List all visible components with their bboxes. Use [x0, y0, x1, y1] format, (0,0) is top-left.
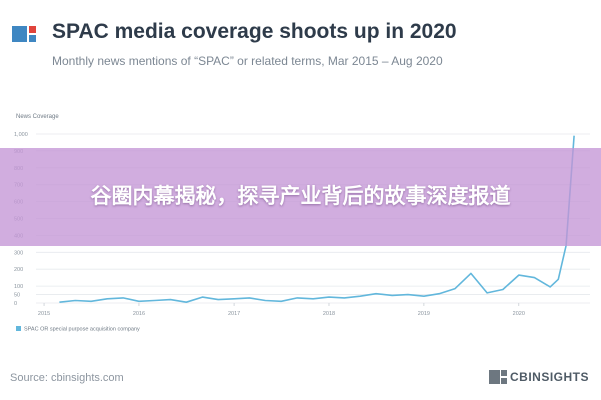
x-tick-label: 2020: [513, 311, 525, 317]
x-tick-label: 2019: [418, 311, 430, 317]
article-banner-overlay: 谷圈内幕揭秘，探寻产业背后的故事深度报道: [0, 148, 601, 246]
chart-title: SPAC media coverage shoots up in 2020: [52, 20, 457, 43]
x-tick-label: 2015: [38, 311, 50, 317]
brand: CBINSIGHTS: [488, 370, 589, 384]
x-tick-label: 2016: [133, 311, 145, 317]
cbinsights-logo-icon: [488, 370, 507, 384]
y-tick-label: 200: [14, 267, 23, 273]
series-line: [59, 135, 575, 304]
chart-header: SPAC media coverage shoots up in 2020 Mo…: [0, 0, 601, 90]
brand-name: CBINSIGHTS: [509, 370, 589, 384]
legend-label: SPAC OR special purpose acquisition comp…: [24, 327, 140, 333]
y-tick-label: 300: [14, 250, 23, 256]
cbinsights-square-logo-icon: [12, 26, 36, 42]
y-tick-label: 100: [14, 284, 23, 290]
article-banner-text: 谷圈内幕揭秘，探寻产业背后的故事深度报道: [90, 185, 511, 208]
legend-swatch: [16, 326, 21, 331]
x-tick-label: 2018: [323, 311, 335, 317]
source-note: Source: cbinsights.com: [10, 372, 124, 384]
x-tick-label: 2017: [228, 311, 240, 317]
chart-subtitle: Monthly news mentions of “SPAC” or relat…: [52, 54, 443, 68]
y-tick-label: 50: [14, 293, 20, 299]
y-tick-label: 1,000: [14, 132, 28, 138]
chart-footer: Source: cbinsights.com CBINSIGHTS: [0, 360, 601, 400]
y-axis-title: News Coverage: [16, 114, 59, 120]
y-tick-label: 0: [14, 301, 17, 307]
